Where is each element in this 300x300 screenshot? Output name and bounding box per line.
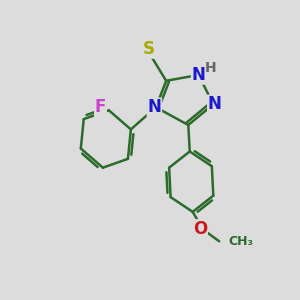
Text: N: N bbox=[208, 95, 222, 113]
Text: O: O bbox=[193, 220, 207, 238]
Text: N: N bbox=[148, 98, 161, 116]
Text: CH₃: CH₃ bbox=[228, 236, 253, 248]
Text: H: H bbox=[205, 61, 217, 75]
Text: F: F bbox=[95, 98, 106, 116]
Text: S: S bbox=[142, 40, 154, 58]
Text: N: N bbox=[192, 66, 206, 84]
